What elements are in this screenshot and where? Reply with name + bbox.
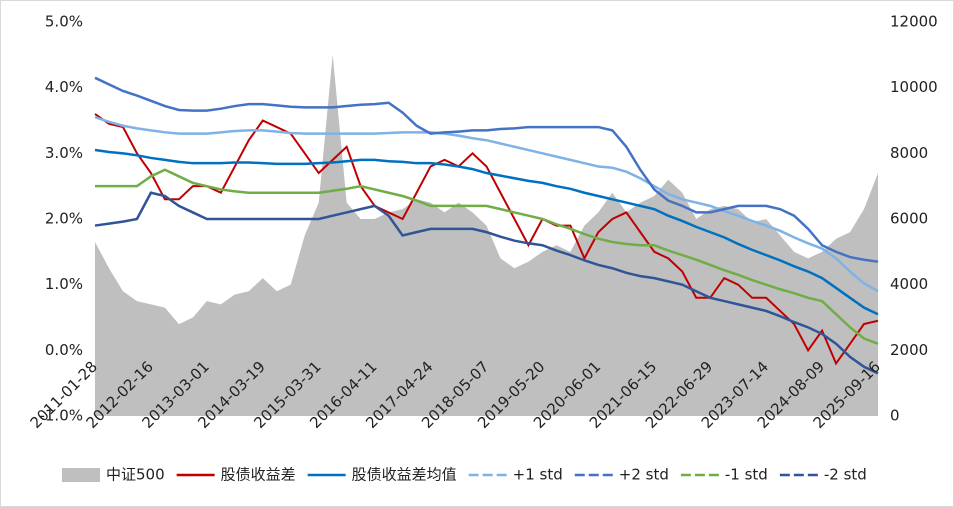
y2-tick-label: 10000 — [890, 78, 938, 96]
y2-tick-label: 2000 — [890, 341, 928, 359]
y2-tick-label: 4000 — [890, 275, 928, 293]
legend-label: -1 std — [725, 466, 768, 484]
line — [94, 113, 879, 366]
legend-label: +1 std — [513, 466, 563, 484]
y-tick-label: 2.0% — [45, 210, 83, 228]
legend-label: 中证500 — [106, 466, 165, 484]
y-tick-label: 1.0% — [45, 275, 83, 293]
line — [94, 148, 879, 316]
legend-label: -2 std — [824, 466, 867, 484]
y2-tick-label: 8000 — [890, 144, 928, 162]
line — [95, 168, 879, 345]
area — [95, 54, 878, 416]
y2-tick-label: 6000 — [890, 210, 928, 228]
legend-label: +2 std — [619, 466, 669, 484]
y-tick-label: 0.0% — [45, 341, 83, 359]
y2-tick-label: 12000 — [890, 13, 938, 31]
y-tick-label: 4.0% — [45, 78, 83, 96]
legend-label: 股债收益差 — [221, 466, 296, 484]
y-tick-label: 3.0% — [45, 144, 83, 162]
legend-swatch — [62, 468, 100, 482]
y2-tick-label: 0 — [890, 407, 900, 425]
y-tick-label: -1.0% — [39, 407, 83, 425]
line — [94, 116, 879, 293]
legend-label: 股债收益差均值 — [352, 466, 457, 484]
y-tick-label: 5.0% — [45, 13, 83, 31]
line — [94, 76, 879, 263]
line — [94, 191, 879, 375]
